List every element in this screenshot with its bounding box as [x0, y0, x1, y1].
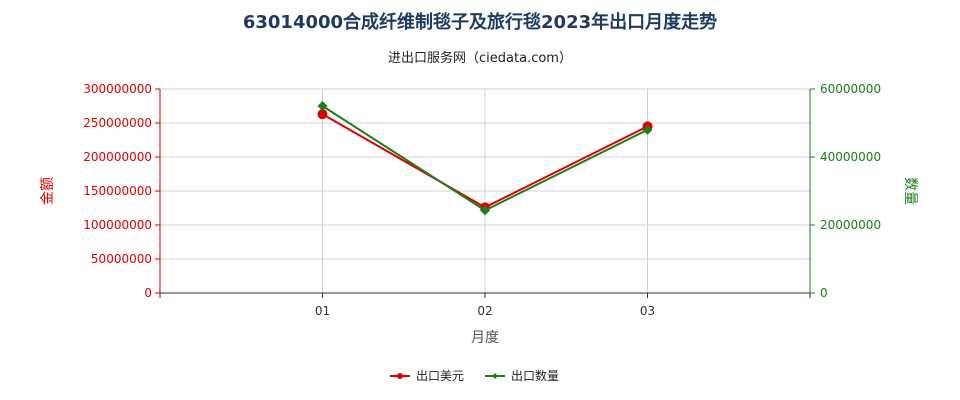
left-tick-label: 0: [144, 286, 152, 300]
x-tick-label: 03: [640, 304, 655, 318]
right-axis-title: 数量: [902, 177, 918, 205]
series: [317, 101, 653, 216]
data-point: [492, 373, 498, 379]
legend-item: 出口数量: [485, 368, 559, 383]
legend-label: 出口美元: [416, 369, 464, 383]
data-point: [397, 373, 403, 379]
left-tick-label: 150000000: [83, 184, 152, 198]
x-tick-label: 02: [477, 304, 492, 318]
legend-item: 出口美元: [390, 369, 464, 383]
right-tick-label: 0: [820, 286, 828, 300]
axes: [155, 88, 815, 298]
grid: [160, 88, 811, 294]
right-tick-label: 20000000: [820, 218, 881, 232]
chart-title: 63014000合成纤维制毯子及旅行毯2023年出口月度走势: [243, 11, 717, 33]
left-tick-label: 200000000: [83, 150, 152, 164]
right-tick-label: 40000000: [820, 150, 881, 164]
left-axis-title: 金额: [40, 177, 56, 205]
legend-label: 出口数量: [511, 368, 559, 383]
data-point: [480, 205, 490, 216]
chart-subtitle: 进出口服务网（ciedata.com）: [388, 50, 572, 66]
data-point: [642, 124, 653, 135]
legend: 出口美元 出口数量: [390, 368, 559, 383]
data-point: [317, 101, 328, 111]
series-group: [317, 101, 653, 216]
tick-labels: 0500000001000000001500000002000000002500…: [83, 82, 881, 318]
left-tick-label: 250000000: [83, 116, 152, 130]
left-tick-label: 300000000: [83, 82, 152, 96]
x-axis-title: 月度: [471, 330, 499, 346]
left-tick-label: 100000000: [83, 218, 152, 232]
left-tick-label: 50000000: [91, 252, 152, 266]
right-tick-label: 60000000: [820, 82, 881, 96]
x-tick-label: 01: [315, 304, 330, 318]
data-point: [317, 109, 328, 120]
